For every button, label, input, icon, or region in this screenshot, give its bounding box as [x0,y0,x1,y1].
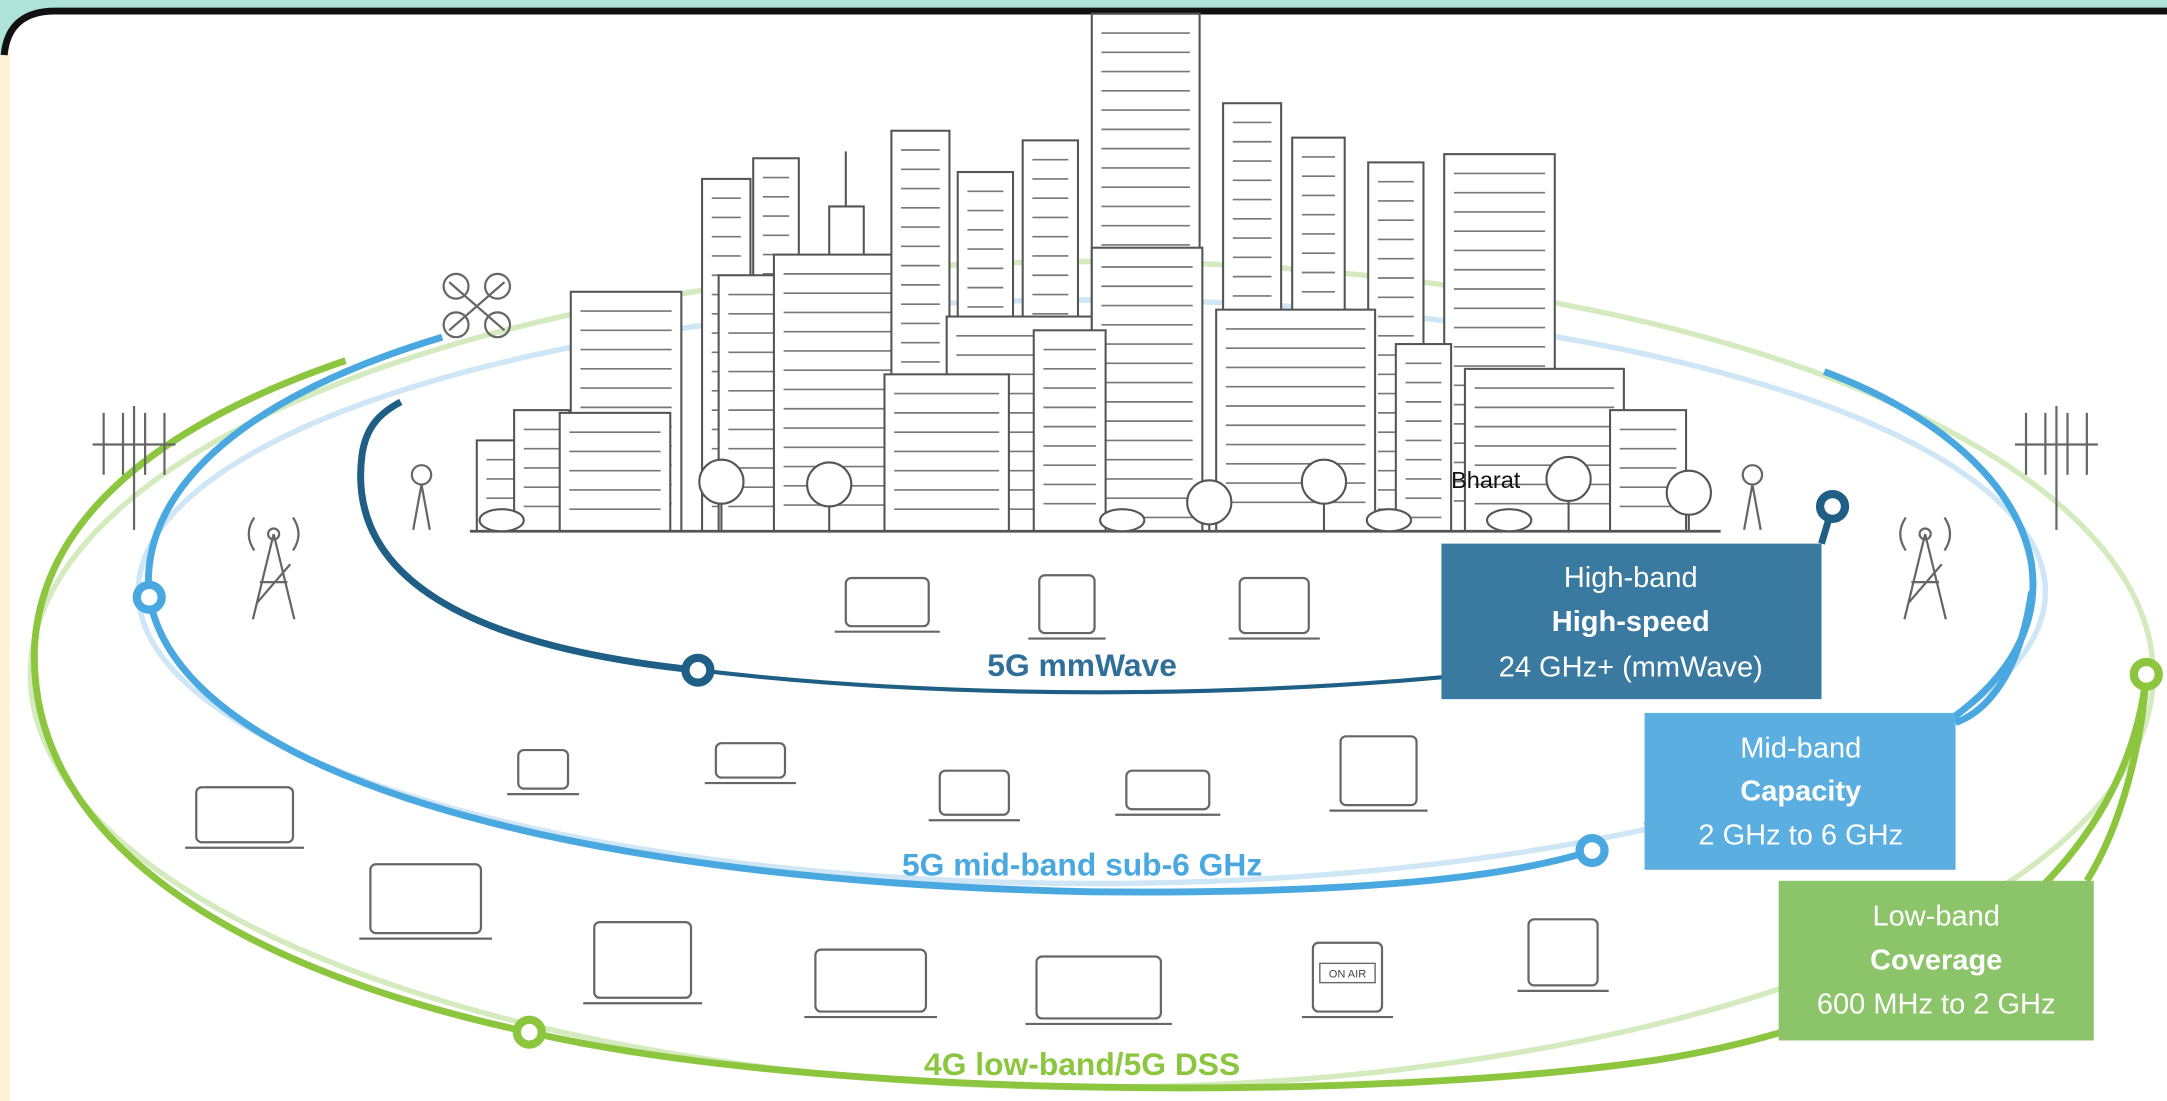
bush [1367,509,1411,531]
building [1610,410,1686,531]
left-strip [0,0,10,1101]
building [884,374,1008,531]
tree [807,462,851,506]
icon-text: ON AIR [1329,968,1366,980]
band-feature: High-speed [1552,606,1710,638]
ring-node [1580,838,1605,863]
bush [1487,509,1531,531]
building [1034,330,1106,531]
diagram: High-band High-speed 24 GHz+ (mmWave) Mi… [0,0,2167,1101]
bush [480,509,524,531]
building [1216,310,1375,532]
tree [1546,457,1590,501]
band-feature: Coverage [1870,945,2002,977]
tree [1302,460,1346,504]
ring-label: 5G mid-band sub-6 GHz [902,846,1262,882]
bush [1100,509,1144,531]
ring-node [1820,494,1845,519]
ring-node [2134,662,2159,687]
ring-node [137,585,162,610]
ring-label: 5G mmWave [987,647,1177,683]
building [560,413,671,531]
tree [1187,480,1231,524]
band-name: Mid-band [1740,733,1861,765]
building [1092,248,1203,532]
band-name: Low-band [1872,901,1999,933]
watermark: Bharat [1451,467,1521,493]
ring-node [685,658,710,683]
tree [699,460,743,504]
band-range: 24 GHz+ (mmWave) [1499,652,1763,684]
ring-node [517,1020,542,1045]
band-range: 2 GHz to 6 GHz [1698,819,1903,851]
page: High-band High-speed 24 GHz+ (mmWave) Mi… [0,0,2167,1101]
tree [1667,471,1711,515]
building [1396,344,1451,531]
building [1465,369,1624,531]
band-range: 600 MHz to 2 GHz [1817,989,2056,1021]
band-feature: Capacity [1740,775,1861,807]
ring-label: 4G low-band/5G DSS [924,1046,1240,1082]
band-name: High-band [1564,562,1698,594]
